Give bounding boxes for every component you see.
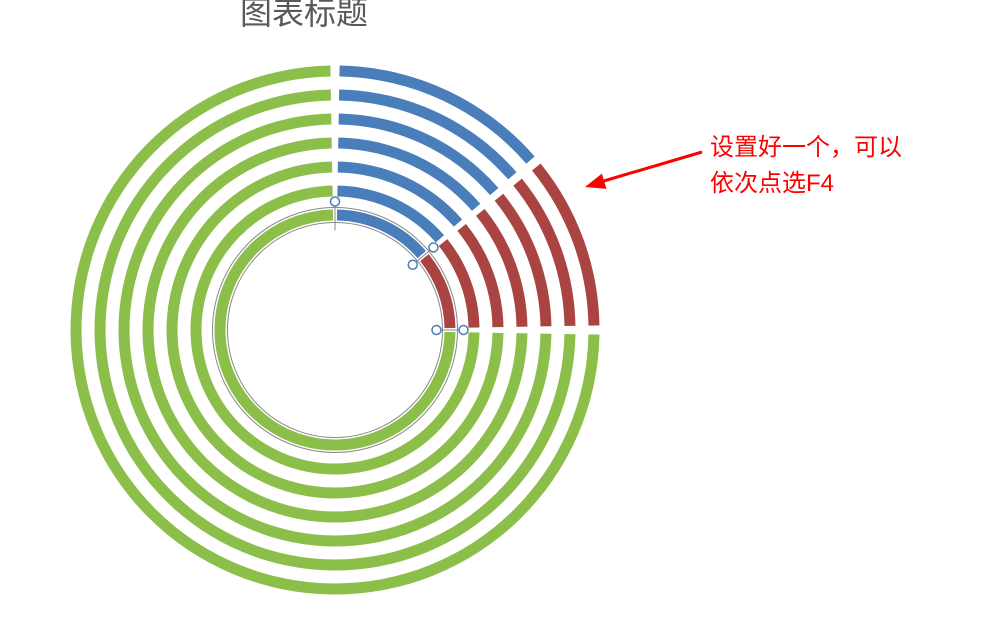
callout-text: 设置好一个，可以 依次点选F4 bbox=[710, 130, 902, 202]
handle-right-inner[interactable] bbox=[432, 326, 441, 335]
selection-outer-outline bbox=[213, 208, 458, 453]
selection-inner-outline bbox=[228, 223, 443, 438]
ring-0-seg-brown[interactable] bbox=[420, 254, 455, 328]
ring-4-seg-blue[interactable] bbox=[339, 114, 499, 196]
handle-top[interactable] bbox=[331, 197, 340, 206]
callout-line-2: 依次点选F4 bbox=[710, 170, 834, 197]
chart-title: 图表标题 bbox=[240, 0, 368, 34]
handle-right[interactable] bbox=[459, 326, 468, 335]
donut-chart[interactable] bbox=[55, 50, 615, 610]
handle-upper-right-inner[interactable] bbox=[408, 260, 417, 269]
callout-line-1: 设置好一个，可以 bbox=[710, 134, 902, 161]
handle-upper-right[interactable] bbox=[429, 243, 438, 252]
